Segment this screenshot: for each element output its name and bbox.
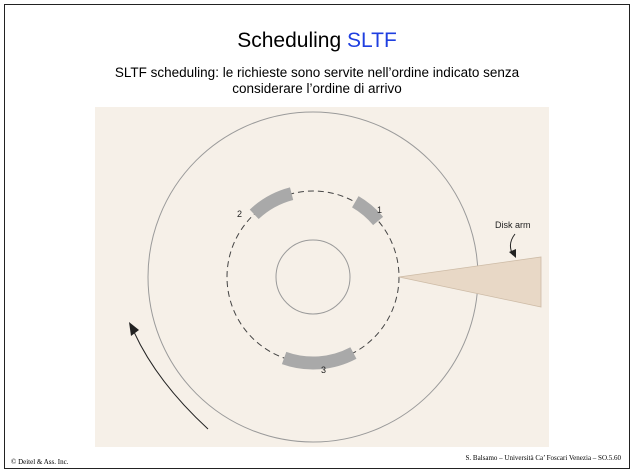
title-main: Scheduling	[237, 29, 342, 52]
request-label-3: 3	[321, 365, 326, 375]
disk-spindle	[275, 239, 351, 315]
request-sector-2	[249, 187, 294, 220]
slide-title: Scheduling SLTF	[5, 29, 629, 53]
slide: Scheduling SLTF SLTF scheduling: le rich…	[4, 4, 630, 469]
disk-arm-label: Disk arm	[495, 220, 531, 230]
subtitle-line-2: considerare l’ordine di arrivo	[232, 81, 402, 96]
slide-subtitle: SLTF scheduling: le richieste sono servi…	[65, 65, 569, 97]
subtitle-line-1: SLTF scheduling: le richieste sono servi…	[114, 65, 520, 80]
disk-arm-pointer-head	[509, 249, 516, 258]
request-sector-1	[351, 196, 384, 226]
rotation-arrow-head	[129, 322, 139, 336]
footer-credit: S. Balsamo – Università Ca’ Foscari Vene…	[465, 454, 621, 462]
disk-diagram: 2 1 3 Disk arm	[95, 107, 549, 447]
title-accent: SLTF	[346, 29, 397, 52]
request-label-1: 1	[377, 205, 382, 215]
disk-arm	[398, 256, 542, 308]
rotation-arrow	[133, 331, 209, 430]
request-sector-3	[281, 347, 357, 370]
footer-copyright: © Deitel & Ass. Inc.	[11, 458, 69, 466]
request-label-2: 2	[237, 209, 242, 219]
disk-diagram-svg: 2 1 3 Disk arm	[129, 111, 542, 443]
